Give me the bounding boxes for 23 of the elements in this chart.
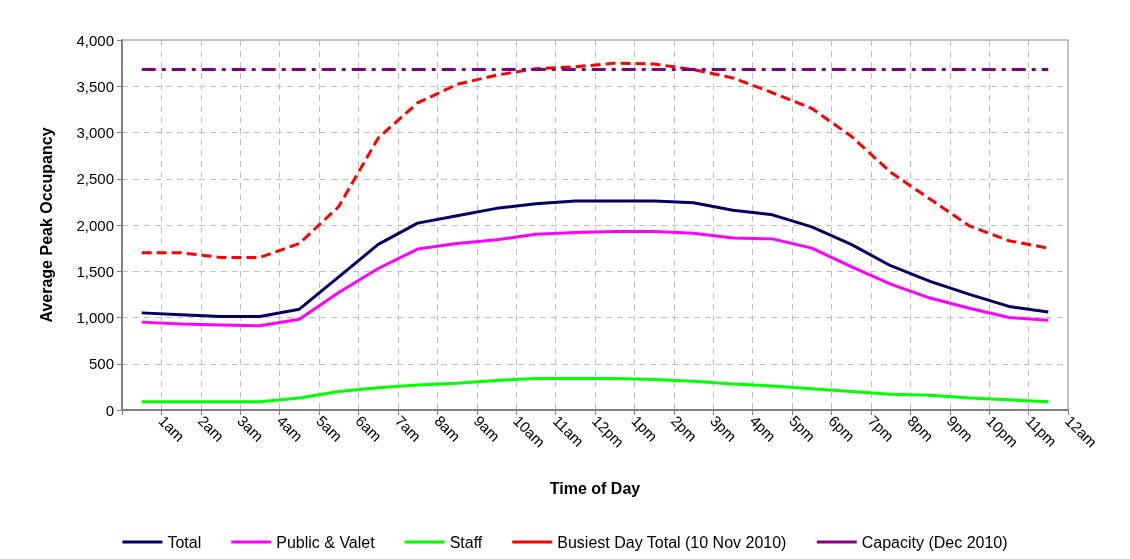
line-series [140, 377, 1050, 404]
y-tick-label: 4,000 [76, 31, 114, 49]
y-axis-title: Average Peak Occupancy [37, 127, 55, 323]
legend-label: Staff [449, 533, 483, 551]
y-tick-label: 1,500 [76, 262, 114, 280]
x-axis-title: Time of Day [549, 479, 641, 497]
line-series [140, 229, 1050, 328]
line-series [140, 199, 1050, 319]
y-tick-label: 0 [105, 401, 114, 419]
x-tick-label: 4pm [746, 411, 780, 445]
x-tick-label: 4am [273, 411, 307, 445]
legend-label: Capacity (Dec 2010) [861, 533, 1008, 551]
y-tick-label: 2,000 [76, 216, 114, 234]
y-tick-label: 2,500 [76, 170, 114, 188]
legend-label: Total [167, 533, 202, 551]
y-tick-label: 3,500 [76, 77, 114, 95]
y-tick-label: 500 [88, 355, 114, 373]
x-tick-label: 1pm [628, 411, 662, 445]
legend-label: Busiest Day Total (10 Nov 2010) [557, 533, 787, 551]
x-tick-label: 1am [155, 411, 189, 445]
legend-label: Public & Valet [276, 533, 376, 551]
y-tick-label: 3,000 [76, 124, 114, 141]
y-tick-label: 1,000 [76, 309, 114, 326]
